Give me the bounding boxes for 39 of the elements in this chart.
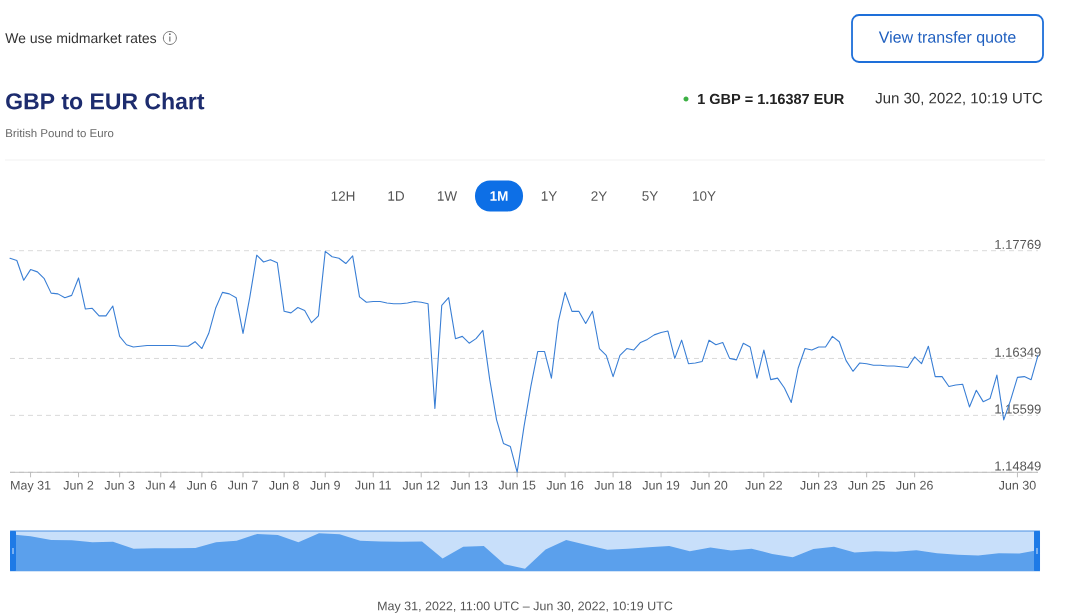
text: View transfer quote <box>878 31 1016 46</box>
x-tick-label: Jun 6 <box>186 480 217 490</box>
x-tick-label: Jun 18 <box>594 480 632 490</box>
x-tick-label: Jun 2 <box>63 480 94 490</box>
x-tick-label: Jun 11 <box>355 480 391 490</box>
text: 1Y <box>541 191 557 201</box>
x-tick-label: Jun 9 <box>310 480 340 490</box>
text: 2Y <box>591 191 607 201</box>
y-tick-label: 1.14849 <box>995 461 1041 471</box>
text: 12H <box>331 191 355 201</box>
x-tick-label: Jun 26 <box>896 480 933 490</box>
text: We use midmarket rates <box>5 32 157 44</box>
chart-subtitle: British Pound to Euro <box>6 128 114 138</box>
x-tick-label: Jun 3 <box>104 480 135 490</box>
y-tick-label: 1.17769 <box>995 239 1041 249</box>
x-tick-label: Jun 15 <box>498 480 536 490</box>
text: 1W <box>437 191 458 201</box>
x-tick-label: Jun 25 <box>848 480 885 490</box>
x-tick-label: Jun 16 <box>546 480 584 490</box>
text: 5Y <box>642 191 658 201</box>
x-tick-label: Jun 12 <box>402 480 440 490</box>
text: 1M <box>490 191 508 201</box>
chart-title: GBP to EUR Chart <box>6 92 205 110</box>
x-tick-label: Jun 30 <box>998 480 1036 490</box>
text: 10Y <box>693 191 716 201</box>
x-tick-label: Jun 20 <box>690 480 728 490</box>
x-tick-label: Jun 22 <box>745 480 782 490</box>
x-tick-label: Jun 19 <box>642 480 680 490</box>
x-tick-label: Jun 7 <box>227 480 258 490</box>
x-tick-label: May 31 <box>11 480 51 493</box>
x-tick-label: Jun 13 <box>450 480 488 490</box>
x-tick-label: Jun 23 <box>800 480 837 490</box>
y-tick-label: 1.16349 <box>995 347 1041 357</box>
x-tick-label: Jun 4 <box>145 480 176 490</box>
text: Jun 30, 2022, 10:19 UTC <box>875 92 1043 106</box>
x-axis-title: May 31, 2022, 11:00 UTC – Jun 30, 2022, 10:19 UTC <box>378 601 673 613</box>
text: 1D <box>388 191 404 201</box>
x-tick-label: Jun 8 <box>269 480 299 490</box>
text: 1 GBP = 1.16387 EUR <box>698 93 844 105</box>
